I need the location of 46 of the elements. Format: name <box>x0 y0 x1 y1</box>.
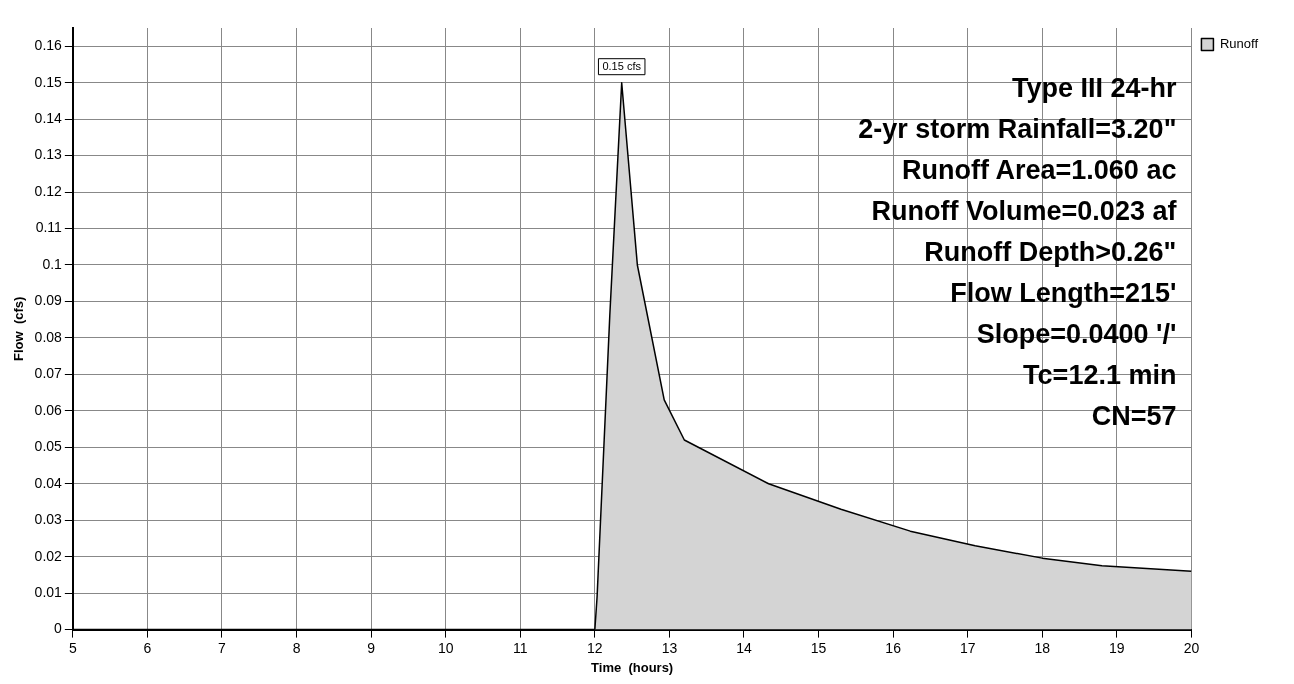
legend-label: Runoff <box>1219 36 1259 52</box>
annotation: 2-yr storm Rainfall=3.20" <box>858 114 1177 145</box>
y-tick-label: 0.13 <box>34 146 63 163</box>
y-tick-label: 0.07 <box>34 365 63 382</box>
x-tick-label: 13 <box>661 639 678 656</box>
x-tick-label: 11 <box>513 639 528 656</box>
y-tick-label: 0.11 <box>35 219 63 236</box>
annotation: CN=57 <box>1091 401 1177 432</box>
annotation: Runoff Volume=0.023 af <box>871 196 1178 227</box>
x-tick-label: 15 <box>810 639 827 656</box>
annotation: 0.15 cfs <box>602 59 642 72</box>
x-tick-label: 10 <box>437 639 454 656</box>
x-tick-label: 8 <box>292 639 301 656</box>
y-axis-title: Flow (cfs) <box>11 296 27 361</box>
y-tick-label: 0.01 <box>34 584 63 600</box>
y-tick-label: 0.04 <box>34 474 63 491</box>
x-tick-label: 18 <box>1034 639 1051 656</box>
x-tick-label: 16 <box>885 639 902 656</box>
y-tick-label: 0.03 <box>34 511 63 528</box>
x-tick-label: 20 <box>1183 639 1200 656</box>
x-tick-label: 19 <box>1109 639 1125 656</box>
x-tick-label: 12 <box>587 639 603 656</box>
y-tick-label: 0.06 <box>34 401 63 418</box>
y-tick-label: 0.08 <box>34 328 63 345</box>
x-tick-label: 9 <box>367 639 376 656</box>
y-tick-label: 0.14 <box>34 110 63 127</box>
annotation: Tc=12.1 min <box>1023 360 1177 391</box>
annotation: Runoff Area=1.060 ac <box>902 155 1177 186</box>
annotation: Type III 24-hr <box>1011 73 1177 104</box>
y-tick-label: 0.15 <box>34 73 63 90</box>
annotation: Slope=0.0400 '/' <box>976 319 1177 350</box>
x-tick-label: 5 <box>68 639 77 656</box>
y-tick-label: 0.16 <box>34 37 63 54</box>
x-tick-label: 6 <box>143 639 152 656</box>
y-tick-label: 0 <box>54 620 63 637</box>
x-tick-label: 7 <box>218 639 227 656</box>
y-tick-label: 0.09 <box>34 292 63 309</box>
y-tick-label: 0.12 <box>34 182 63 199</box>
x-axis-title: Time (hours) <box>591 659 674 675</box>
y-tick-label: 0.05 <box>34 438 63 455</box>
y-tick-label: 0.02 <box>34 547 63 564</box>
annotation: Runoff Depth>0.26" <box>924 237 1177 268</box>
y-tick-label: 0.1 <box>42 255 63 272</box>
x-tick-label: 14 <box>736 639 752 656</box>
annotation: Flow Length=215' <box>950 278 1177 309</box>
x-tick-label: 17 <box>959 639 976 656</box>
